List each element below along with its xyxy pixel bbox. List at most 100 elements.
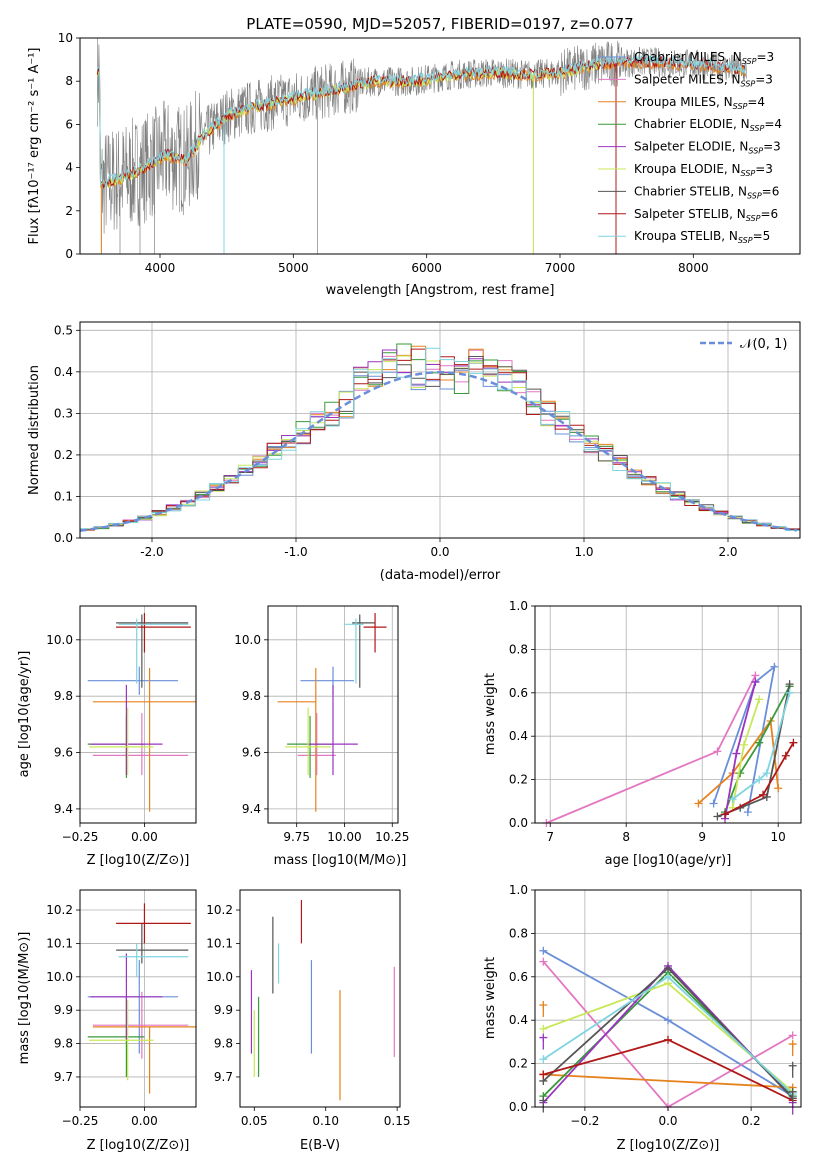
- residuals-xlabel: (data-model)/error: [380, 568, 501, 583]
- data-point-marker: [664, 964, 672, 973]
- age-vs-z-ylabel: age [log10(age/yr)]: [17, 651, 32, 778]
- data-point-marker: [664, 972, 672, 981]
- legend-label: Chabrier MILES, NSSP=3: [634, 50, 774, 66]
- data-point-marker: [740, 740, 748, 749]
- mass-weight-vs-age-panel: 7 8 9 10 0.0 0.2 0.4 0.6 0.8 1.0 age [log10(age/y…: [483, 599, 802, 868]
- data-point-marker: [781, 751, 790, 760]
- y-tick-label: 10.0: [206, 970, 233, 984]
- x-tick-label: 0.10: [312, 1114, 339, 1128]
- x-tick-label: 6000: [411, 261, 442, 275]
- residual-histogram: [80, 347, 800, 531]
- x-tick-label: 2.0: [718, 545, 737, 559]
- mass-weight-vs-z-panel: −0.2 0.0 0.2 0.0 0.2 0.4 0.6 0.8 1.0 Z [log10(Z/…: [483, 883, 802, 1153]
- legend-label: Salpeter MILES, NSSP=3: [634, 72, 773, 88]
- data-point-marker: [785, 688, 794, 697]
- y-tick-label: 10.0: [234, 633, 261, 647]
- data-point-marker: [770, 662, 779, 671]
- x-tick-label: 9.75: [283, 830, 310, 844]
- data-point-marker: [755, 695, 764, 704]
- data-point-marker: [713, 812, 722, 821]
- y-tick-label: 9.4: [242, 802, 261, 816]
- age-vs-z-frame: [79, 605, 197, 824]
- y-tick-label: 0: [65, 247, 73, 261]
- x-tick-label: 7: [546, 830, 554, 844]
- mass-weight-line: [724, 685, 791, 813]
- y-tick-label: 0.5: [54, 323, 73, 337]
- y-tick-label: 0.0: [54, 531, 73, 545]
- y-tick-label: 6: [65, 117, 73, 131]
- y-tick-label: 9.9: [214, 1003, 233, 1017]
- data-point-marker: [539, 957, 548, 966]
- data-point-marker: [751, 677, 760, 686]
- age-vs-mass-xlabel: mass [log10(M/M⊙)]: [274, 853, 407, 868]
- residuals-panel: -2.0 -1.0 0.0 1.0 2.0 0.0 0.1 0.2 0.3 0.4 0.5 𝒩(0,…: [27, 321, 801, 583]
- y-tick-label: 10.1: [46, 936, 73, 950]
- data-point-marker: [762, 769, 771, 778]
- data-point-marker: [743, 808, 752, 817]
- age-vs-z-xlabel: Z [log10(Z/Z⊙)]: [87, 853, 190, 868]
- x-tick-label: 8000: [678, 261, 709, 275]
- x-tick-label: 0.0: [658, 1114, 677, 1128]
- age-vs-z-panel: −0.25 0.00 9.4 9.6 9.8 10.0 Z [log10(Z/Z⊙)] a…: [17, 605, 197, 868]
- mass-vs-ebv-xlabel: E(B-V): [300, 1138, 340, 1153]
- y-tick-label: 0.2: [509, 1057, 528, 1071]
- data-point-marker: [789, 738, 798, 747]
- y-tick-label: 0.4: [54, 365, 73, 379]
- data-point-marker: [785, 680, 794, 689]
- y-tick-label: 10.2: [46, 903, 73, 917]
- y-tick-label: 1.0: [509, 883, 528, 897]
- residuals-ylabel: Normed distribution: [27, 365, 42, 495]
- y-tick-label: 9.7: [54, 1070, 73, 1084]
- data-point-marker: [539, 1001, 548, 1010]
- y-tick-label: 0.2: [54, 448, 73, 462]
- y-tick-label: 10: [58, 31, 73, 45]
- y-tick-label: 9.9: [54, 1003, 73, 1017]
- mass-weight-line: [546, 674, 757, 824]
- normal-curve: [79, 371, 798, 532]
- mass-vs-z-ylabel: mass [log10(M/M⊙)]: [17, 932, 32, 1065]
- data-point-marker: [694, 799, 703, 808]
- mass-vs-ebv-frame: [239, 889, 401, 1108]
- x-tick-label: −0.25: [62, 1114, 99, 1128]
- x-tick-label: −0.2: [570, 1114, 599, 1128]
- age-vs-mass-panel: 9.75 10.00 10.25 9.4 9.6 9.8 10.0 mass [log10(…: [234, 605, 409, 868]
- x-tick-label: 7000: [545, 261, 576, 275]
- mass-weight-vs-age-ylabel: mass weight: [483, 673, 498, 755]
- data-point-marker: [788, 1061, 797, 1070]
- spectrum-xlabel: wavelength [Angstrom, rest frame]: [326, 283, 555, 298]
- y-tick-label: 0.1: [54, 489, 73, 503]
- y-tick-label: 9.6: [242, 746, 261, 760]
- spectrum-legend: Chabrier MILES, NSSP=3 Salpeter MILES, NS…: [598, 50, 782, 245]
- data-point-marker: [664, 1035, 672, 1044]
- legend-label: Chabrier STELIB, NSSP=6: [634, 184, 779, 200]
- spectrum-ylabel: Flux [fλ10⁻¹⁷ erg cm⁻² s⁻¹ A⁻¹]: [27, 48, 42, 245]
- data-point-marker: [755, 738, 764, 747]
- mass-weight-vs-age-frame: [534, 605, 802, 824]
- data-point-marker: [732, 749, 741, 758]
- data-point-marker: [539, 1055, 548, 1064]
- x-tick-label: 0.05: [241, 1114, 268, 1128]
- mass-weight-vs-age-xlabel: age [log10(age/yr)]: [605, 853, 732, 868]
- spectrum-title: PLATE=0590, MJD=52057, FIBERID=0197, z=0…: [246, 15, 633, 33]
- y-tick-label: 9.8: [54, 689, 73, 703]
- data-point-marker: [755, 775, 764, 784]
- x-tick-label: 8: [622, 830, 630, 844]
- data-point-marker: [721, 810, 729, 819]
- mass-weight-line: [543, 1073, 793, 1089]
- data-point-marker: [539, 1024, 548, 1033]
- mass-vs-z-panel: −0.25 0.00 9.7 9.8 9.9 10.0 10.1 10.2 Z [log10(…: [17, 889, 197, 1153]
- data-point-marker: [774, 784, 783, 793]
- spectrum-frame: [79, 37, 801, 255]
- x-tick-label: 1.0: [574, 545, 593, 559]
- data-point-marker: [539, 1096, 548, 1105]
- mass-weight-line: [724, 742, 795, 816]
- y-tick-label: 0.4: [509, 729, 528, 743]
- y-tick-label: 0.4: [509, 1013, 528, 1027]
- legend-label: Kroupa ELODIE, NSSP=3: [634, 162, 773, 178]
- residuals-legend: 𝒩(0, 1): [700, 337, 787, 352]
- y-tick-label: 8: [65, 74, 73, 88]
- legend-label: Salpeter STELIB, NSSP=6: [634, 207, 778, 223]
- data-point-marker: [664, 1016, 672, 1025]
- y-tick-label: 2: [65, 204, 73, 218]
